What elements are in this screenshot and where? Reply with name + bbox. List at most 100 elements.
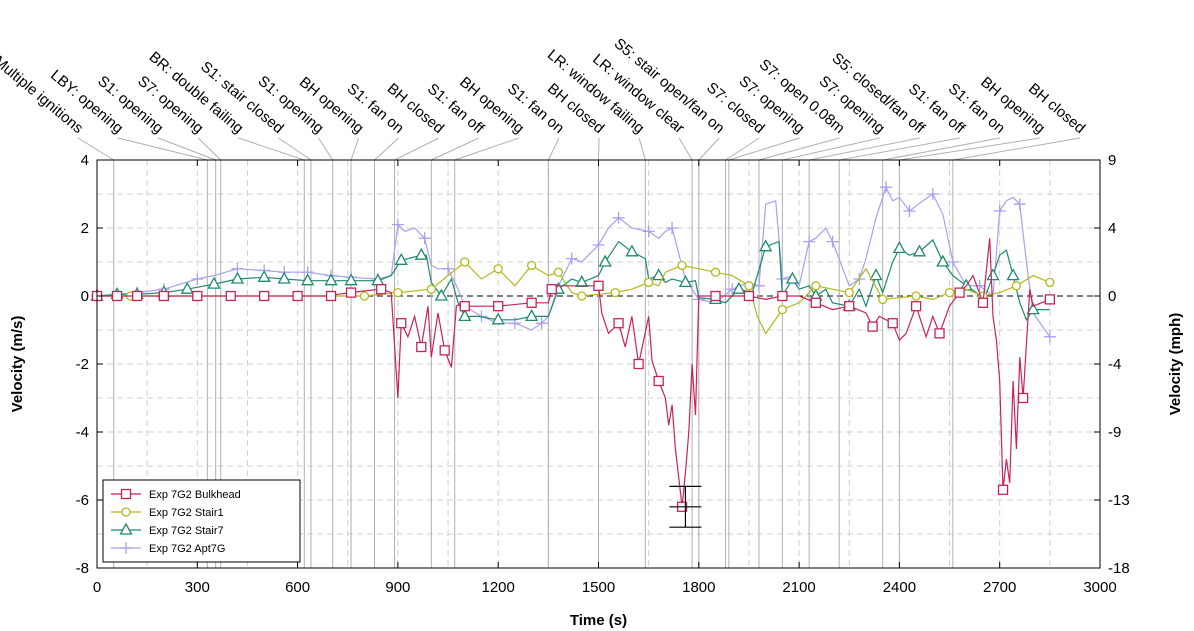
data-point — [752, 279, 765, 292]
data-point — [416, 341, 427, 353]
data-point — [811, 281, 821, 291]
x-tick-label: 1800 — [682, 579, 715, 596]
data-point — [912, 244, 927, 257]
data-point — [977, 297, 989, 308]
data-point — [776, 273, 789, 285]
x-tick-label: 2700 — [983, 579, 1016, 596]
data-point — [810, 297, 821, 308]
data-point — [644, 277, 654, 288]
data-point — [526, 260, 537, 271]
y-tick-label-left: -6 — [76, 492, 89, 509]
annotation-leader — [882, 137, 1000, 568]
data-point — [1013, 198, 1026, 211]
data-point — [345, 287, 357, 298]
data-point — [120, 542, 132, 554]
data-point — [944, 287, 955, 298]
annotation-leader — [728, 137, 800, 568]
y-tick-label-right: -4 — [1108, 356, 1121, 373]
legend-entry: Exp 7G2 Stair1 — [111, 507, 224, 519]
series-exp-7g2-stair7 — [90, 238, 1050, 325]
data-point — [442, 262, 455, 275]
annotation: S7: opening — [781, 73, 888, 568]
legend-entry: Exp 7G2 Apt7G — [111, 542, 225, 555]
data-point — [119, 522, 133, 535]
data-point — [325, 290, 337, 302]
annotation: S1: fan on — [504, 80, 567, 568]
data-point — [120, 488, 132, 500]
data-point — [592, 239, 605, 251]
y-tick-label-left: -2 — [76, 356, 89, 373]
data-point — [553, 267, 564, 277]
data-point — [613, 318, 624, 329]
data-point — [111, 290, 123, 302]
y-tick-label-right: -9 — [1108, 424, 1121, 441]
annotation: BH closed — [952, 80, 1088, 568]
data-point — [394, 252, 408, 265]
data-point — [844, 301, 855, 312]
annotation-leader — [318, 137, 334, 568]
x-axis-title: Time (s) — [570, 612, 627, 629]
data-point — [867, 321, 878, 332]
data-point — [359, 291, 370, 301]
data-point — [678, 275, 693, 288]
data-point — [1043, 330, 1056, 343]
data-point — [610, 287, 620, 298]
data-point — [880, 181, 893, 194]
data-point — [934, 328, 945, 339]
x-tick-label: 0 — [93, 579, 101, 596]
x-tick-label: 2400 — [883, 579, 916, 596]
data-point — [458, 309, 472, 322]
data-point — [121, 507, 131, 517]
data-point — [460, 257, 470, 267]
data-point — [292, 290, 303, 302]
legend: Exp 7G2 Bulkhead Exp 7G2 Stair1 Exp 7G2 St… — [102, 479, 301, 563]
data-point — [892, 241, 906, 254]
annotation-leader — [454, 137, 520, 568]
data-point — [434, 288, 448, 301]
data-point — [391, 218, 404, 231]
data-point — [259, 290, 270, 302]
annotation-leader — [598, 137, 600, 568]
data-point — [301, 273, 315, 286]
data-point — [158, 290, 170, 302]
data-point — [207, 276, 221, 289]
annotation-leader — [725, 137, 760, 568]
y-tick-label-right: -13 — [1108, 492, 1130, 509]
y-tick-label-left: 2 — [81, 220, 89, 237]
error-bar — [669, 485, 702, 528]
data-point — [744, 281, 754, 291]
legend-label: Exp 7G2 Apt7G — [149, 543, 225, 555]
annotation-leader — [350, 137, 360, 568]
data-point — [418, 232, 431, 245]
data-point — [642, 225, 655, 238]
data-point — [986, 268, 1000, 281]
data-point — [230, 271, 245, 284]
annotation: S7: closed — [703, 79, 768, 568]
legend-label: Exp 7G2 Stair7 — [149, 525, 224, 537]
data-point — [946, 256, 959, 268]
legend-label: Exp 7G2 Bulkhead — [149, 489, 241, 501]
annotation: BH closed — [544, 80, 607, 568]
annotation-leader — [952, 137, 1081, 568]
axes: 0 300 600 900 1200 1500 1800 2100 2400 2700 3000-8… — [76, 152, 1130, 596]
data-point — [277, 271, 291, 284]
data-point — [993, 205, 1006, 217]
data-point — [535, 317, 548, 330]
data-point — [396, 318, 407, 329]
data-point — [593, 280, 604, 291]
data-point — [869, 268, 883, 281]
annotation-leader — [781, 137, 880, 568]
data-point — [926, 188, 939, 200]
data-point — [732, 281, 746, 294]
data-point — [493, 264, 503, 274]
data-point — [973, 279, 986, 292]
y-tick-label-left: -8 — [76, 560, 89, 577]
data-point — [525, 309, 539, 322]
annotation: BH opening — [296, 74, 367, 568]
data-point — [439, 345, 450, 356]
data-point — [598, 254, 612, 267]
data-point — [1045, 277, 1055, 288]
data-point — [131, 290, 143, 302]
data-point — [1011, 281, 1022, 291]
x-tick-label: 2100 — [782, 579, 815, 596]
